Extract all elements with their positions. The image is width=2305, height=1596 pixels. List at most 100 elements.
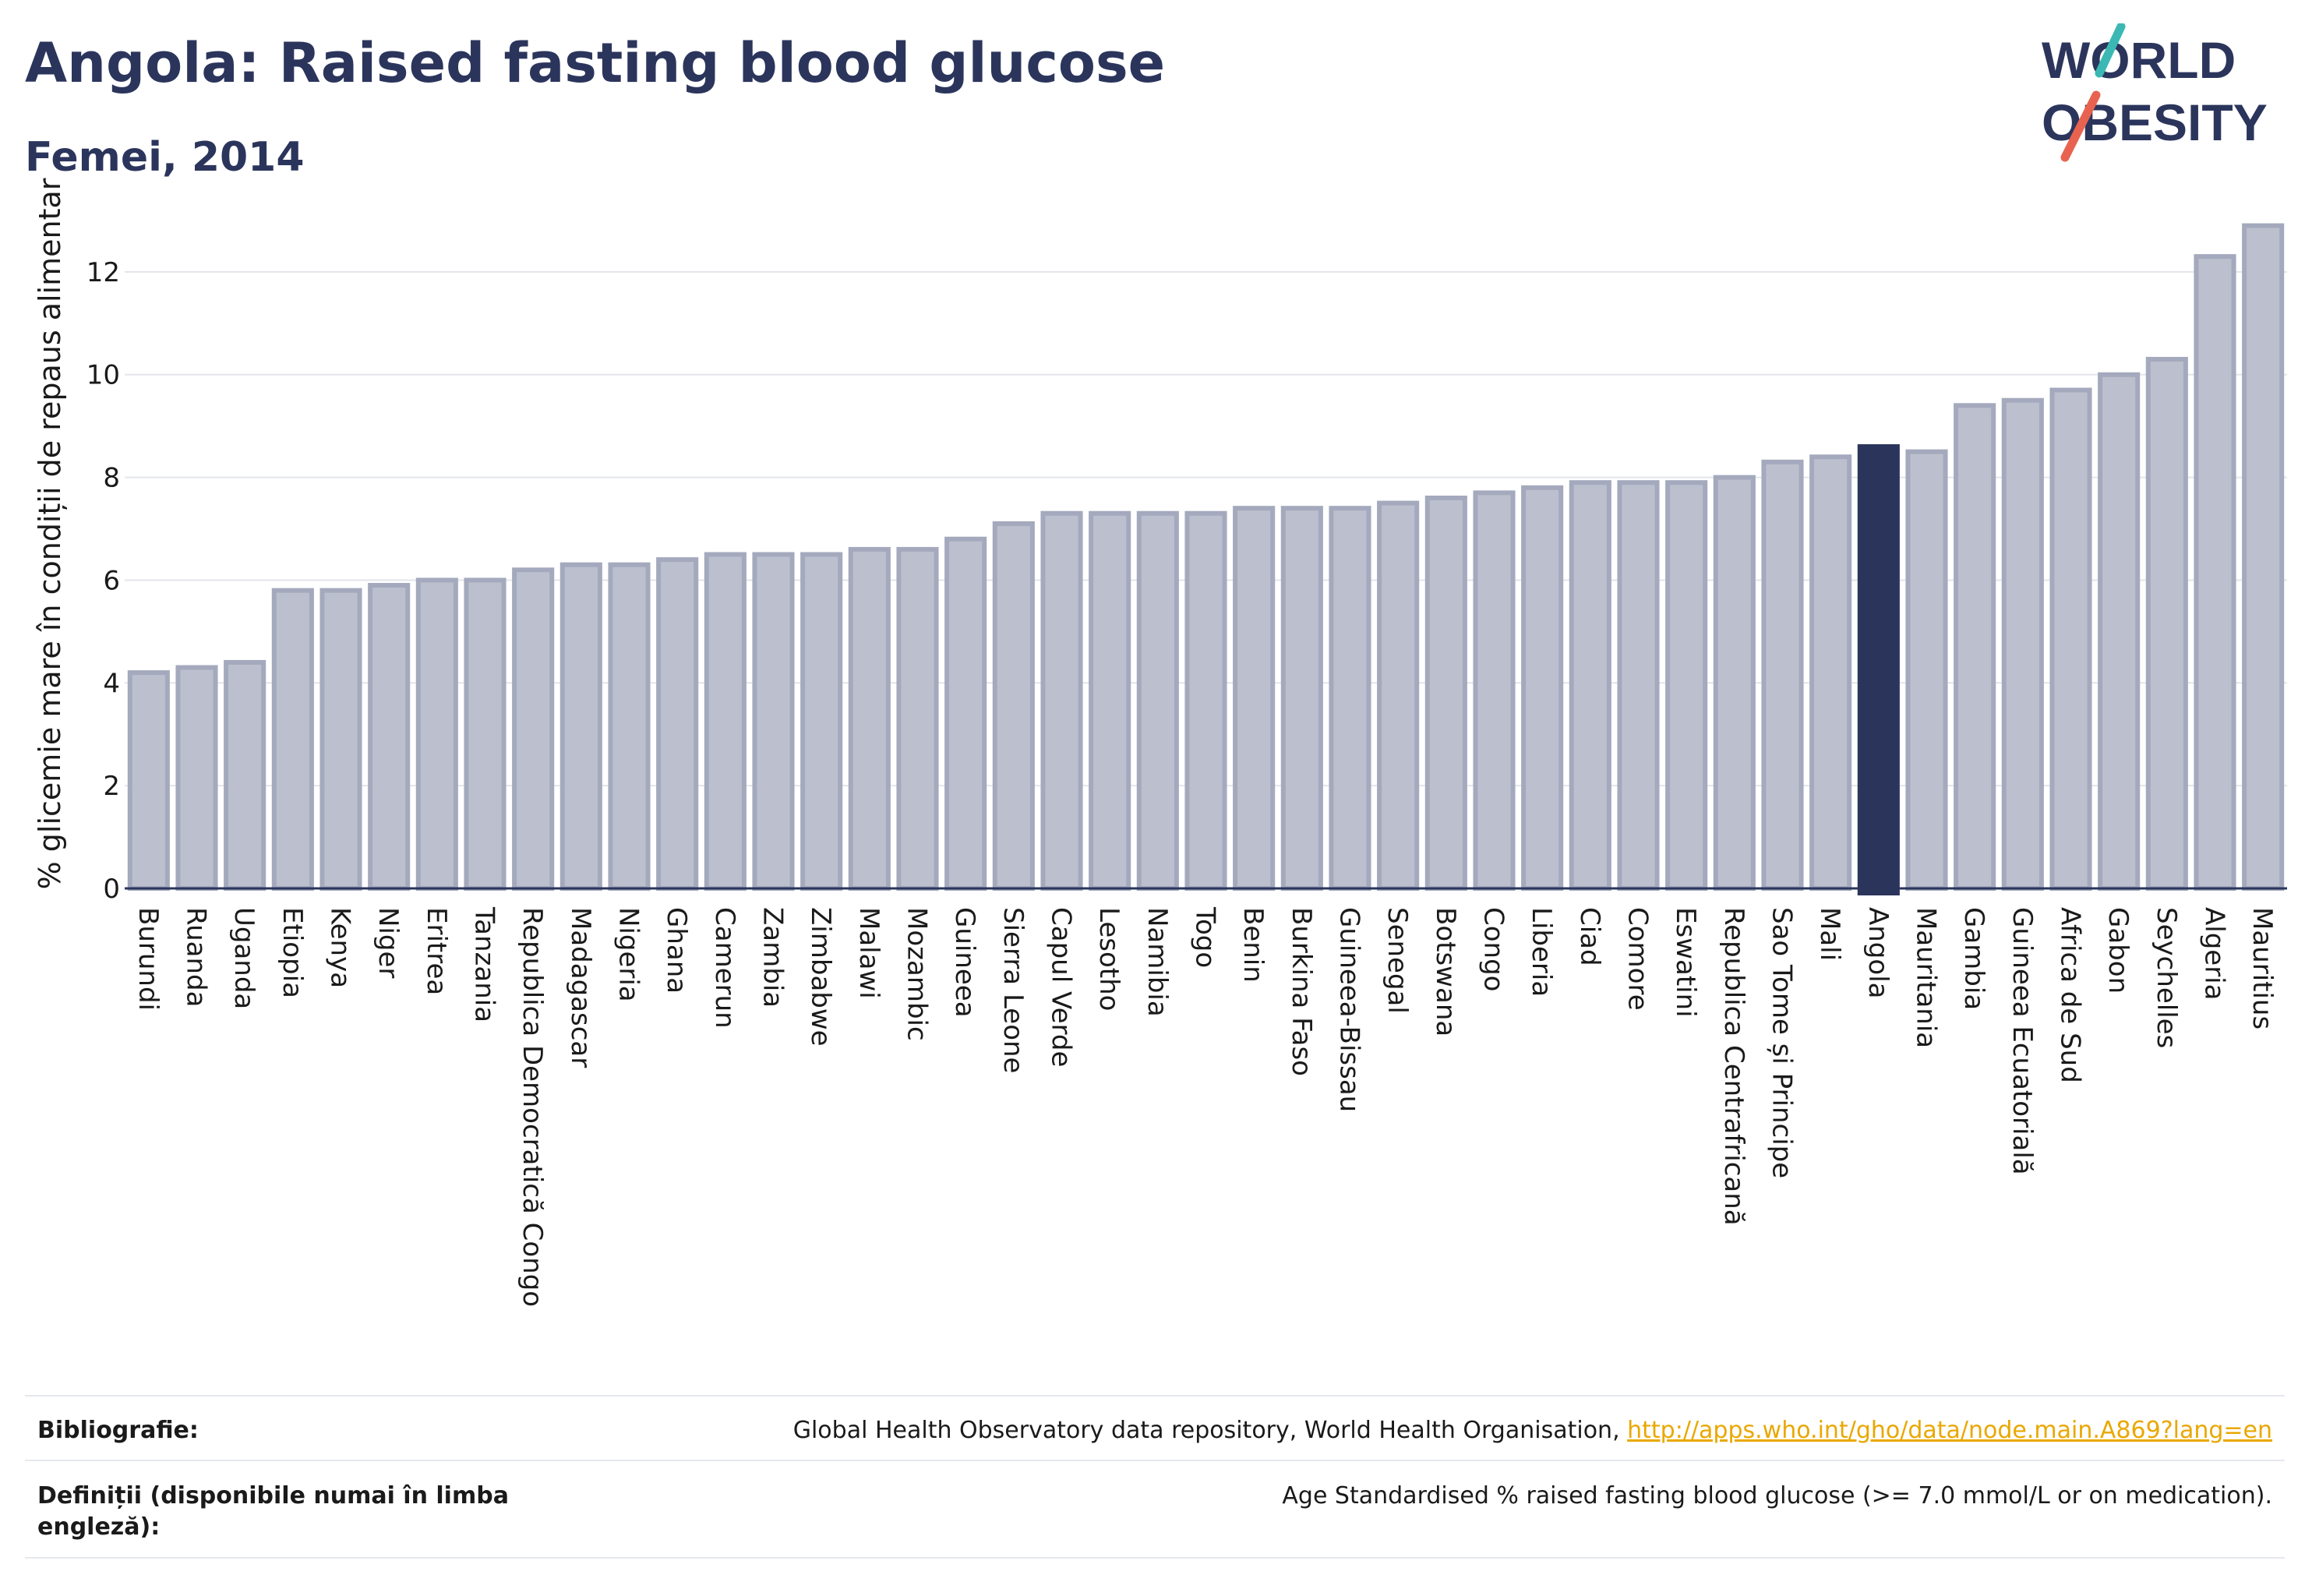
- footer-divider-middle: [25, 1460, 2285, 1461]
- bar-africa-de-sud: [2049, 387, 2092, 892]
- bar-guineea-bissau: [1329, 506, 1371, 891]
- x-tick-label: Ruanda: [181, 907, 212, 1007]
- y-tick-label: 2: [103, 771, 120, 802]
- bar-algeria: [2194, 254, 2236, 892]
- x-tick-label: Kenya: [325, 907, 356, 988]
- x-tick-label: Burkina Faso: [1286, 907, 1317, 1076]
- svg-text:WORLD: WORLD: [2042, 31, 2236, 89]
- bar-comore: [1617, 480, 1660, 891]
- world-obesity-logo: WORLD OBESITY: [2042, 23, 2268, 162]
- x-tick-label: Tanzania: [469, 906, 500, 1022]
- x-tick-label: Mozambic: [902, 907, 933, 1041]
- bar-guineea: [944, 536, 987, 891]
- x-tick-label: Burundi: [132, 907, 164, 1011]
- bar-madagascar: [559, 562, 602, 892]
- bibliography-value: Global Health Observatory data repositor…: [793, 1417, 2272, 1444]
- bibliography-label: Bibliografie:: [37, 1417, 199, 1444]
- bar-burundi: [127, 670, 170, 891]
- bar-mauritania: [1905, 449, 1948, 891]
- bar-mali: [1809, 454, 1852, 891]
- bar-zimbabwe: [800, 552, 843, 892]
- x-tick-label: Eritrea: [421, 907, 452, 995]
- y-tick-label: 10: [86, 360, 120, 391]
- x-tick-label: Comore: [1622, 907, 1654, 1011]
- x-tick-label: Mali: [1814, 907, 1845, 961]
- bar-camerun: [704, 552, 747, 892]
- definitions-label: Definiții (disponibile numai în limba en…: [37, 1482, 509, 1541]
- x-tick-label: Gambia: [1958, 907, 1989, 1010]
- x-tick-label: Ciad: [1574, 907, 1605, 966]
- x-tick-label: Lesotho: [1093, 907, 1124, 1011]
- bar-benin: [1233, 506, 1276, 891]
- x-tick-label: Etiopia: [277, 907, 308, 998]
- bar-tanzania: [464, 577, 507, 891]
- x-tick-label: Republica Centrafricană: [1718, 907, 1749, 1226]
- definitions-value: Age Standardised % raised fasting blood …: [1282, 1482, 2272, 1509]
- bar-sierra-leone: [992, 521, 1035, 891]
- bar-lesotho: [1089, 510, 1131, 891]
- x-tick-label: Liberia: [1526, 907, 1557, 997]
- bar-etiopia: [271, 588, 314, 891]
- x-tick-label: Zambia: [757, 907, 789, 1008]
- x-tick-label: Seychelles: [2151, 907, 2182, 1048]
- x-tick-label: Namibia: [1142, 907, 1173, 1017]
- bar-ruanda: [175, 665, 218, 891]
- x-tick-label: Republica Democratică Congo: [517, 907, 548, 1307]
- page-title: Angola: Raised fasting blood glucose: [25, 31, 1166, 95]
- bar-seychelles: [2145, 356, 2188, 891]
- bibliography-text: Global Health Observatory data repositor…: [792, 1417, 1628, 1444]
- bar-uganda: [224, 659, 267, 891]
- x-tick-label: Mauritius: [2247, 907, 2278, 1029]
- x-tick-label: Mauritania: [1911, 907, 1942, 1048]
- x-tick-label: Africa de Sud: [2055, 907, 2086, 1083]
- bar-niger: [368, 583, 411, 891]
- bar-eritrea: [415, 577, 458, 891]
- bar-gabon: [2098, 372, 2141, 892]
- bar-sao-tome-și-principe: [1761, 459, 1804, 891]
- bar-capul-verde: [1040, 510, 1083, 891]
- x-tick-label: Ghana: [661, 907, 692, 994]
- bar-kenya: [319, 588, 362, 891]
- bar-republica-centrafricană: [1713, 475, 1756, 891]
- x-tick-label: Sao Tome și Principe: [1767, 907, 1798, 1178]
- footer-divider-top: [25, 1395, 2285, 1396]
- x-tick-label: Algeria: [2199, 907, 2230, 1000]
- y-tick-labels: 0 2 4 6 8 10 12: [86, 257, 120, 905]
- bar-mauritius: [2242, 223, 2285, 891]
- x-tick-label: Angola: [1862, 907, 1894, 998]
- y-axis-label: % glicemie mare în condiții de repaus al…: [33, 178, 67, 890]
- y-tick-label: 6: [103, 565, 120, 596]
- bibliography-link[interactable]: http://apps.who.int/gho/data/node.main.A…: [1627, 1417, 2272, 1444]
- bar-guineea-ecuatorială: [2001, 397, 2044, 891]
- bar-congo: [1473, 490, 1516, 891]
- x-tick-label: Uganda: [228, 907, 259, 1009]
- x-tick-label: Capul Verde: [1046, 907, 1077, 1067]
- x-tick-label: Niger: [372, 907, 404, 978]
- x-tick-label: Gabon: [2102, 907, 2134, 994]
- bar-burkina-faso: [1280, 506, 1323, 891]
- x-tick-label: Sierra Leone: [997, 907, 1029, 1073]
- x-tick-label: Guineea-Bissau: [1334, 907, 1365, 1112]
- bars: [127, 223, 2285, 895]
- x-tick-label: Benin: [1237, 907, 1269, 983]
- x-tick-label: Malawi: [853, 907, 884, 999]
- bar-nigeria: [608, 562, 651, 892]
- x-tick-label: Nigeria: [613, 907, 644, 1002]
- footer-divider-bottom: [25, 1557, 2285, 1559]
- x-tick-label: Botswana: [1430, 907, 1461, 1036]
- x-tick-label: Zimbabwe: [805, 907, 836, 1047]
- bar-zambia: [752, 552, 795, 892]
- bar-ghana: [656, 557, 699, 892]
- bar-liberia: [1521, 485, 1564, 891]
- bar-chart: 0 2 4 6 8 10 12 Burundi Ruanda Uganda Etiopia Keny…: [86, 223, 2287, 1307]
- x-tick-label: Congo: [1478, 907, 1509, 991]
- y-tick-label: 8: [103, 463, 120, 494]
- bar-ciad: [1569, 480, 1611, 891]
- x-tick-label: Guineea Ecuatorială: [2007, 907, 2038, 1175]
- bar-togo: [1184, 510, 1227, 891]
- bar-republica-democratică-congo: [512, 567, 555, 892]
- x-tick-label: Camerun: [709, 907, 740, 1029]
- x-tick-label: Madagascar: [565, 907, 596, 1068]
- y-tick-label: 4: [103, 668, 120, 699]
- bar-botswana: [1424, 495, 1467, 891]
